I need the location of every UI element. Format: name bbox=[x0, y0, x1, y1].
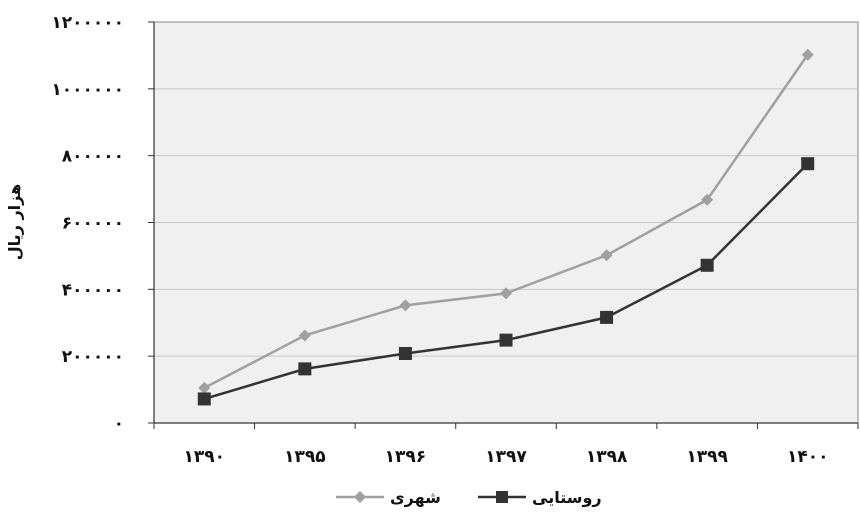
x-tick-label: ۱۴۰۰ bbox=[787, 447, 829, 467]
x-tick-labels: ۱۳۹۰ ۱۳۹۵ ۱۳۹۶ ۱۳۹۷ ۱۳۹۸ ۱۳۹۹ ۱۴۰۰ bbox=[184, 447, 829, 467]
y-tick-label: ۱۰۰۰۰۰۰ bbox=[51, 80, 124, 100]
y-tick-label: ۸۰۰۰۰۰ bbox=[62, 147, 124, 167]
y-tick-label: ۶۰۰۰۰۰ bbox=[62, 214, 124, 234]
x-tick-label: ۱۳۹۸ bbox=[586, 447, 628, 467]
legend: روستایی شهری bbox=[336, 488, 602, 507]
legend-marker-urban bbox=[354, 491, 366, 503]
legend-marker-rural bbox=[496, 491, 508, 503]
data-point bbox=[600, 249, 613, 262]
y-axis-label: هزار ریال bbox=[5, 184, 24, 260]
x-tick-label: ۱۳۹۰ bbox=[184, 447, 226, 467]
data-point bbox=[198, 381, 211, 394]
data-point bbox=[500, 287, 512, 300]
data-point bbox=[298, 329, 311, 342]
x-tick-label: ۱۳۹۷ bbox=[485, 447, 527, 467]
series-group bbox=[197, 48, 815, 406]
data-point bbox=[298, 362, 312, 376]
data-point bbox=[801, 48, 814, 61]
data-point bbox=[499, 333, 513, 347]
data-point bbox=[399, 299, 412, 312]
y-tick-label: ۱۲۰۰۰۰۰ bbox=[51, 13, 124, 33]
y-tick-labels: ۰ ۲۰۰۰۰۰ ۴۰۰۰۰۰ ۶۰۰۰۰۰ ۸۰۰۰۰۰ ۱۰۰۰۰۰۰ ۱۲۰۰۰۰۰ bbox=[51, 13, 124, 434]
legend-label-rural: روستایی bbox=[532, 488, 602, 507]
x-tick-label: ۱۳۹۶ bbox=[385, 447, 427, 467]
y-tick-label: ۴۰۰۰۰۰ bbox=[62, 280, 124, 300]
data-point bbox=[197, 392, 211, 406]
y-tick-label: ۲۰۰۰۰۰ bbox=[62, 347, 124, 367]
data-point bbox=[801, 157, 815, 171]
x-tick-label: ۱۳۹۹ bbox=[686, 447, 728, 467]
data-point bbox=[600, 310, 614, 324]
x-tick-label: ۱۳۹۵ bbox=[284, 447, 326, 467]
data-point bbox=[701, 193, 714, 206]
axes bbox=[148, 21, 859, 429]
data-point bbox=[398, 346, 412, 360]
data-point bbox=[700, 258, 714, 272]
y-tick-label: ۰ bbox=[114, 414, 124, 434]
legend-label-urban: شهری bbox=[390, 488, 441, 507]
